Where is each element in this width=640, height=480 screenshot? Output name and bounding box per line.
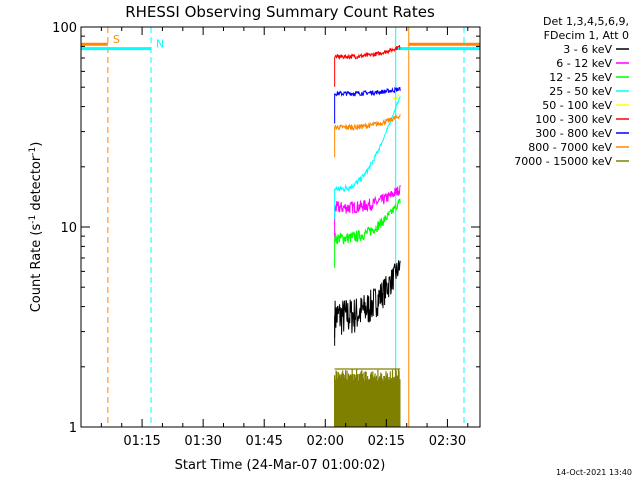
- legend-header-line-1: Det 1,3,4,5,6,9,: [543, 15, 629, 28]
- series-line: [334, 260, 401, 338]
- y-axis: 1 10 100: [52, 21, 480, 436]
- series-line: [392, 94, 401, 101]
- series-line: [334, 114, 401, 132]
- series-line: [334, 198, 401, 246]
- y-tick-label: 100: [52, 21, 77, 36]
- series-line: [334, 184, 401, 214]
- legend-header-line-2: FDecim 1, Att 0: [544, 29, 629, 42]
- x-tick-label: 01:45: [245, 434, 282, 449]
- x-tick-label: 01:15: [123, 434, 160, 449]
- legend-entry-label: 7000 - 15000 keV: [514, 155, 612, 168]
- legend-entry-label: 300 - 800 keV: [535, 127, 612, 140]
- y-axis-label-sup2: -1: [28, 147, 38, 156]
- x-axis: 01:15 01:30 01:45 02:00 02:15 02:30: [100, 27, 469, 449]
- x-tick-label: 02:15: [368, 434, 405, 449]
- y-tick-label: 10: [60, 221, 77, 236]
- x-tick-label: 02:30: [429, 434, 466, 449]
- series-line: [334, 44, 401, 61]
- y-axis-label: Count Rate (s-1 detector-1): [28, 142, 44, 313]
- legend-entry-label: 12 - 25 keV: [549, 71, 612, 84]
- y-axis-label-main: Count Rate (s: [29, 224, 44, 313]
- y-axis-label-mid: detector: [29, 155, 44, 215]
- series-line: [334, 86, 401, 98]
- marker-label: S: [113, 33, 120, 46]
- legend-entry-label: 3 - 6 keV: [563, 43, 612, 56]
- y-tick-label: 1: [69, 421, 77, 436]
- x-tick-label: 02:00: [307, 434, 344, 449]
- x-axis-label: Start Time (24-Mar-07 01:00:02): [175, 458, 386, 473]
- y-axis-label-sup1: -1: [28, 215, 38, 224]
- legend-entry-label: 800 - 7000 keV: [528, 141, 612, 154]
- legend-entry-label: 100 - 300 keV: [535, 113, 612, 126]
- footer-timestamp: 14-Oct-2021 13:40: [556, 468, 632, 477]
- legend: Det 1,3,4,5,6,9, FDecim 1, Att 0 3 - 6 k…: [514, 15, 629, 168]
- legend-entry-label: 6 - 12 keV: [556, 57, 612, 70]
- chart-title: RHESSI Observing Summary Count Rates: [125, 3, 435, 21]
- series-line: [334, 96, 401, 193]
- plot-frame: [80, 26, 481, 428]
- y-axis-label-end: ): [29, 142, 44, 147]
- legend-entry-label: 50 - 100 keV: [542, 99, 612, 112]
- x-tick-label: 01:30: [184, 434, 221, 449]
- marker-label: N: [156, 38, 164, 51]
- legend-entry-label: 25 - 50 keV: [549, 85, 612, 98]
